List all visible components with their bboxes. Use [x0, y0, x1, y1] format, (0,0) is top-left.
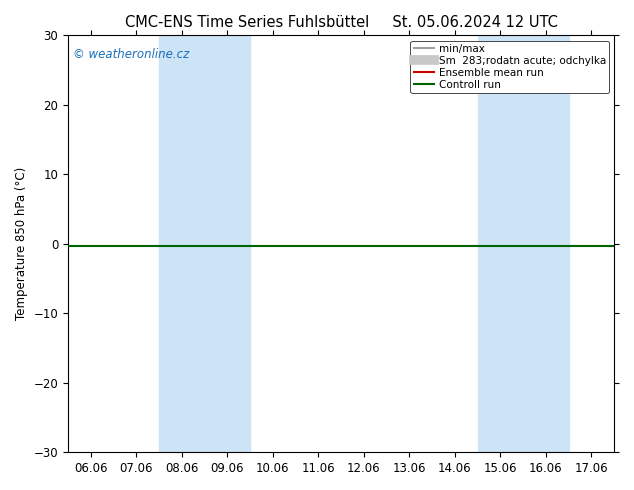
Text: © weatheronline.cz: © weatheronline.cz [74, 48, 190, 61]
Bar [159, 35, 250, 452]
Y-axis label: Temperature 850 hPa (°C): Temperature 850 hPa (°C) [15, 167, 28, 320]
Bar [477, 35, 569, 452]
Legend: min/max, Sm  283;rodatn acute; odchylka, Ensemble mean run, Controll run: min/max, Sm 283;rodatn acute; odchylka, … [410, 41, 609, 93]
Title: CMC-ENS Time Series Fuhlsbüttel     St. 05.06.2024 12 UTC: CMC-ENS Time Series Fuhlsbüttel St. 05.0… [125, 15, 557, 30]
